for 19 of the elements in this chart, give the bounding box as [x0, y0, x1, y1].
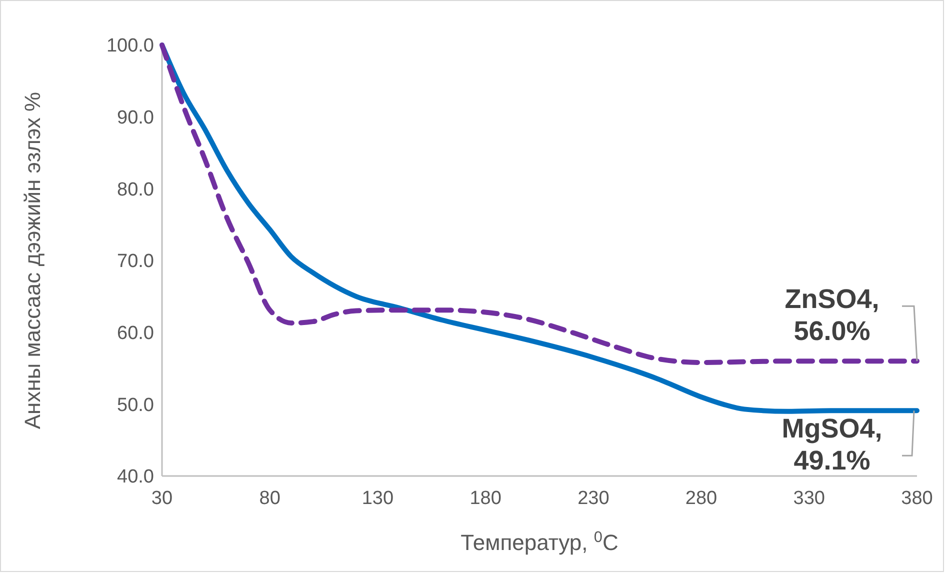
y-tick-label: 70.0: [117, 251, 154, 272]
y-tick-label: 60.0: [117, 322, 154, 344]
y-tick-label: 40.0: [117, 466, 154, 488]
x-tick-label: 380: [901, 488, 933, 509]
y-tick-label: 100.0: [106, 36, 154, 57]
x-tick-label: 280: [685, 488, 718, 509]
x-tick-label: 130: [362, 488, 394, 509]
x-tick-label: 180: [470, 488, 502, 509]
x-tick-label: 30: [151, 488, 173, 509]
y-axis-title: Анхны массаас дээжийн эзлэх %: [20, 92, 45, 430]
y-tick-label: 90.0: [117, 107, 154, 128]
x-tick-label: 80: [259, 488, 280, 509]
y-tick-label: 80.0: [117, 179, 154, 200]
x-axis-title: Температур, $^{0}$C: [460, 528, 618, 555]
x-tick-label: 230: [578, 488, 610, 509]
y-tick-label: 50.0: [117, 394, 154, 416]
x-tick-label: 330: [793, 488, 825, 509]
annotation: ZnSO4, 56.0%: [784, 284, 880, 346]
annotation: MgSO4, 49.1%: [782, 414, 882, 476]
